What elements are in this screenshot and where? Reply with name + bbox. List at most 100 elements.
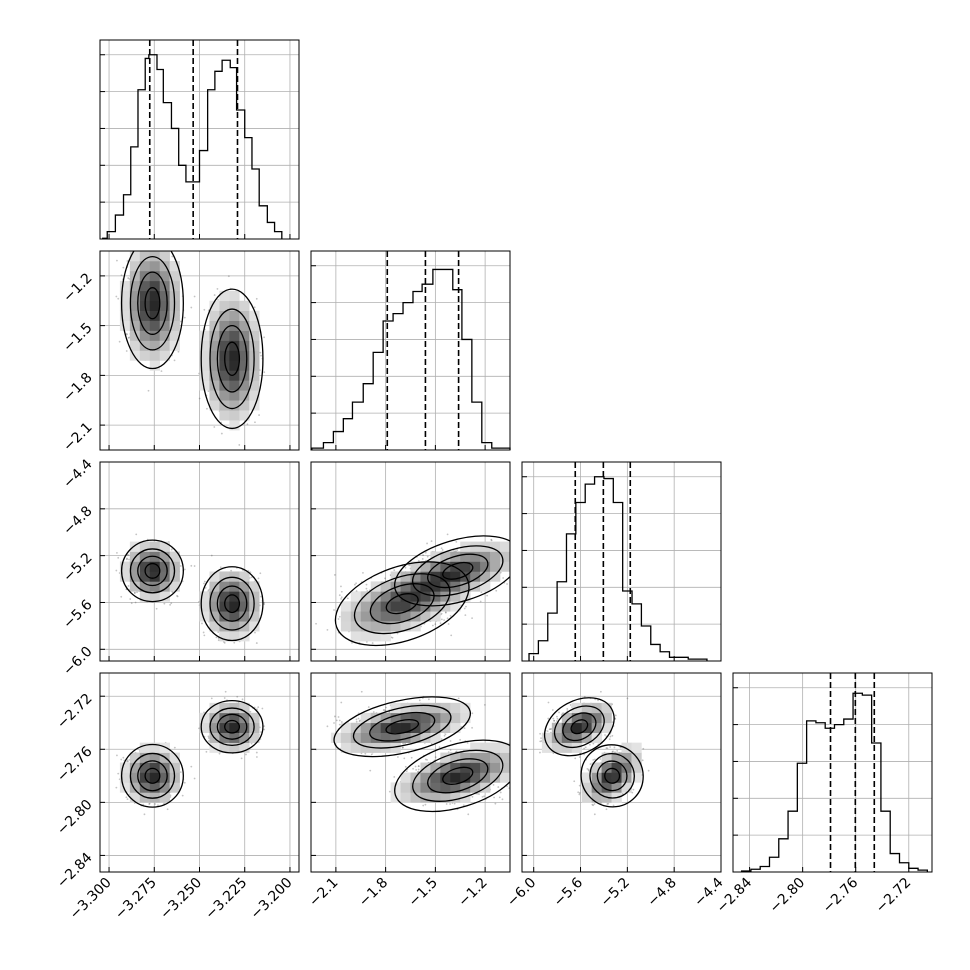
point xyxy=(217,298,219,301)
point xyxy=(446,533,449,536)
panel-frame xyxy=(99,39,300,240)
hist2d-cell xyxy=(139,280,151,292)
point xyxy=(517,590,519,592)
hist2d-cell xyxy=(119,310,131,321)
hist2d-cell xyxy=(149,360,160,371)
hist2d-cell xyxy=(139,260,151,272)
point xyxy=(120,595,123,598)
hist2d-cell xyxy=(199,330,210,341)
point xyxy=(127,337,130,339)
point xyxy=(117,297,120,300)
point xyxy=(259,572,262,575)
hist2d-cell xyxy=(149,310,160,321)
point xyxy=(164,244,166,246)
histogram-1 xyxy=(311,268,511,450)
hist-panel-0 xyxy=(99,39,300,240)
point xyxy=(515,566,517,568)
hist2d-cell xyxy=(229,380,240,391)
scatter-points-0-2 xyxy=(115,533,266,644)
hist2d-cell xyxy=(159,310,170,321)
point xyxy=(170,548,173,551)
hist2d-cell xyxy=(249,330,260,341)
point xyxy=(220,432,223,435)
hist2d-cell xyxy=(229,400,240,411)
hist2d-cell xyxy=(239,390,250,401)
hist2d-cell xyxy=(169,260,180,272)
hist2d-cell xyxy=(209,340,220,351)
hist2d-cell xyxy=(209,310,220,321)
point xyxy=(263,601,266,604)
point xyxy=(333,574,336,576)
hist2d-cell xyxy=(159,320,170,331)
hist2d-cell xyxy=(229,370,240,381)
hist2d-cell xyxy=(119,320,131,331)
point xyxy=(116,551,118,554)
hist2d-cell xyxy=(149,280,160,292)
point xyxy=(147,232,149,234)
point xyxy=(144,234,146,236)
point xyxy=(176,595,179,598)
point xyxy=(126,557,128,560)
point xyxy=(130,602,133,605)
hist2d-cell xyxy=(209,300,220,311)
point xyxy=(116,259,118,262)
hist2d-cell xyxy=(129,300,141,311)
hist2d-cell xyxy=(209,330,220,341)
hist2d-cell xyxy=(219,340,230,351)
point xyxy=(263,371,266,374)
hist2d-cell xyxy=(249,390,260,401)
hist2d-cell xyxy=(129,330,141,341)
hist2d-cell xyxy=(219,330,230,341)
point xyxy=(126,333,128,336)
hist2d-cell xyxy=(219,360,230,371)
point xyxy=(353,583,356,586)
point xyxy=(127,226,129,228)
point xyxy=(486,594,489,597)
hist2d-cell xyxy=(239,350,250,361)
hist2d-cell xyxy=(229,290,240,302)
point xyxy=(127,554,130,557)
hist2d-cell xyxy=(159,251,170,262)
point xyxy=(159,249,161,251)
point xyxy=(179,565,182,567)
point xyxy=(169,603,171,606)
hist2d-cell xyxy=(159,340,170,351)
point xyxy=(115,569,118,572)
point xyxy=(117,556,120,559)
point xyxy=(246,423,249,426)
hist2d-cell xyxy=(209,370,220,381)
point xyxy=(193,295,196,298)
y-tick-label: −2.1 xyxy=(60,419,95,454)
hist2d-cell xyxy=(139,350,151,361)
hist2d-cell xyxy=(229,390,240,401)
contour-0-1 xyxy=(129,255,176,351)
y-tick-label: −4.8 xyxy=(60,503,95,538)
hist2d-cell xyxy=(119,280,131,292)
point xyxy=(253,306,256,309)
point xyxy=(159,242,161,244)
point xyxy=(202,631,205,634)
point xyxy=(145,235,147,237)
hist2d-cell xyxy=(249,380,260,391)
hist2d-cell xyxy=(209,400,220,411)
contour-0-2 xyxy=(137,271,168,335)
point xyxy=(120,274,123,277)
hist2d-cell xyxy=(219,300,230,311)
y-tick-label: −1.2 xyxy=(60,270,95,305)
point xyxy=(176,595,178,597)
point xyxy=(255,642,258,644)
point xyxy=(340,597,343,600)
point xyxy=(134,601,137,604)
point xyxy=(134,229,136,231)
point xyxy=(510,568,512,570)
point xyxy=(170,602,173,605)
point xyxy=(362,571,364,574)
hist2d-cell xyxy=(169,310,180,321)
y-tick-label: −6.0 xyxy=(60,644,95,679)
point xyxy=(203,582,205,585)
hist2d-cell xyxy=(159,290,170,302)
point xyxy=(122,266,125,269)
hist2d-cell xyxy=(239,300,250,311)
point xyxy=(133,591,136,594)
point xyxy=(135,533,138,536)
